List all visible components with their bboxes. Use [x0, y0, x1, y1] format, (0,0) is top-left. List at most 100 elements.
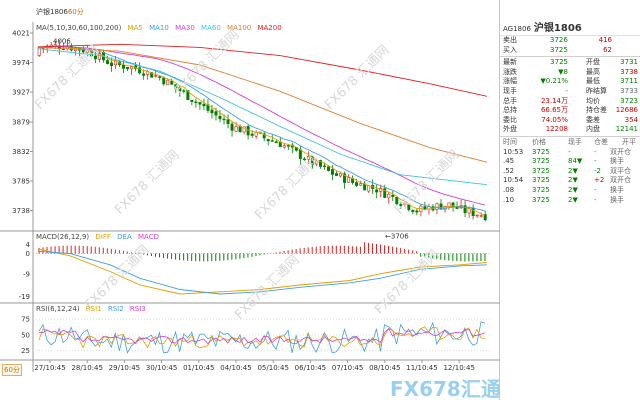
dea-line — [37, 250, 488, 295]
candle-down — [106, 60, 110, 64]
tick-time: .10 — [503, 195, 515, 204]
candle-down — [298, 149, 302, 159]
kline-chart-area[interactable]: 沪银180660分 4021 3974 3927 3879 3832 3785 3738 27/… — [0, 0, 500, 400]
x-axis-label: 30/10:45 — [146, 364, 177, 372]
tick-header: 时间 价格 现手 仓差 开平 — [500, 138, 640, 148]
tick-header-cell: 开平 — [622, 137, 636, 146]
period-selector[interactable]: 60分 — [2, 364, 22, 376]
tick-oi-change: -2 — [594, 166, 601, 175]
ma30-line — [38, 45, 486, 206]
row-label: 卖出 — [503, 36, 517, 44]
row-label: 买入 — [503, 45, 517, 54]
x-axis-label: 01/10:45 — [183, 364, 214, 372]
watermark-logo: FX678 汇通网 — [172, 28, 242, 98]
ma-legend-item: MA5 — [127, 24, 143, 32]
candle-down — [278, 141, 282, 147]
candle-up — [367, 185, 371, 192]
macd-legend-item: DIFF — [95, 233, 111, 241]
price-axis-label: 4021 — [12, 30, 30, 38]
order-book-row: 买入 3725 62 — [500, 46, 640, 56]
candle-down — [483, 214, 487, 221]
stat-value: 66.65万 — [540, 106, 568, 115]
ma10-line — [38, 45, 486, 212]
candle-down — [122, 64, 126, 69]
stats-table: 最新 3725 开盘 3731 涨跌 ▼8 最高 3738 涨幅 ▼0.21% 最低 3711 现手 - 昨… — [500, 58, 640, 135]
candle-down — [262, 133, 266, 139]
candle-down — [399, 204, 403, 206]
kline-chart[interactable]: 沪银180660分 4021 3974 3927 3879 3832 3785 3738 27/… — [0, 0, 500, 400]
candle-down — [391, 194, 395, 197]
candle-down — [274, 141, 278, 144]
tick-oi-change: +2 — [594, 176, 605, 185]
candle-up — [339, 173, 343, 177]
stat-value: 12686 — [615, 106, 638, 115]
candle-down — [383, 188, 387, 198]
candle-up — [166, 79, 170, 86]
tick-type: 换手 — [610, 157, 624, 166]
tick-table[interactable]: 时间 价格 现手 仓差 开平 10:53 3725- - 双开仓 .45 3725 84▼ - 换手 .52… — [500, 138, 640, 205]
candle-down — [322, 165, 326, 167]
tick-volume: 2▼ — [568, 185, 578, 194]
candle-down — [310, 155, 314, 165]
x-axis-label: 04/10:45 — [220, 364, 251, 372]
ma-legend-item: MA30 — [175, 24, 195, 32]
tick-type: 双开仓 — [610, 147, 631, 156]
ma-legend-item: MA10 — [149, 24, 169, 32]
tick-price: 3725 — [532, 166, 550, 175]
candle-down — [142, 73, 146, 76]
stat-label: 外盘 — [503, 125, 517, 134]
stat-label: 持仓差 — [586, 106, 607, 115]
ma-legend-item: MA(5,10,30,60,100,200) — [36, 24, 122, 32]
candle-down — [226, 119, 230, 124]
x-axis-label: 06/10:45 — [295, 364, 326, 372]
macd-axis-label: 0 — [26, 250, 30, 258]
candle-down — [182, 90, 186, 92]
tick-header-cell: 时间 — [503, 137, 517, 146]
stat-value: 74.05% — [541, 115, 568, 124]
ma-legend-item: MA60 — [201, 24, 221, 32]
tick-price: 3725 — [532, 185, 550, 194]
instrument-name: 沪银1806 — [533, 23, 582, 34]
stat-value: ▼8 — [558, 67, 568, 76]
macd-legend-item: DEA — [117, 233, 132, 241]
stat-value: 3731 — [620, 58, 638, 67]
instrument-code: AG1806 — [503, 25, 531, 33]
tick-oi-change: - — [594, 147, 597, 156]
stat-row: 涨幅 ▼0.21% 最低 3711 — [500, 77, 640, 87]
candle-up — [306, 156, 310, 160]
candle-up — [479, 215, 483, 217]
candle-up — [242, 126, 246, 133]
tick-volume: - — [568, 147, 571, 156]
candle-down — [415, 210, 419, 213]
macd-legend: MACD(26,12,9) DIFF DEA MACD — [36, 233, 163, 241]
ma5-line — [38, 45, 486, 216]
candle-down — [190, 99, 194, 102]
candle-down — [138, 67, 142, 74]
stat-row: 总手 23.14万 均价 3723 — [500, 97, 640, 107]
x-axis-label: 11/10:45 — [406, 364, 437, 372]
watermark-logo: FX678 汇通网 — [322, 43, 392, 113]
candle-down — [222, 118, 226, 121]
high-price-label: 4006 — [53, 37, 71, 45]
candle-down — [270, 140, 274, 142]
tick-row: .45 3725 84▼ - 换手 — [500, 157, 640, 167]
stat-label: 昨结算 — [586, 86, 607, 95]
ma200-line — [37, 43, 488, 97]
candle-down — [162, 77, 166, 85]
watermark-logo: FX678 汇通网 — [372, 248, 442, 318]
ma-legend-item: MA100 — [227, 24, 252, 32]
order-book-row: 卖出 3726 416 — [500, 36, 640, 46]
candle-down — [93, 55, 97, 60]
stat-value: 3738 — [620, 67, 638, 76]
tick-header-cell: 仓差 — [594, 137, 608, 146]
price-axis-label: 3832 — [12, 148, 30, 156]
stat-value: 3723 — [620, 96, 638, 105]
candle-up — [282, 145, 286, 148]
tick-price: 3725 — [532, 195, 550, 204]
watermark-logo: FX678 汇通网 — [252, 153, 322, 223]
stat-label: 总持 — [503, 106, 517, 115]
price-axis-label: 3785 — [12, 177, 30, 185]
stat-label: 委比 — [503, 115, 517, 124]
stat-label: 总手 — [503, 96, 517, 105]
